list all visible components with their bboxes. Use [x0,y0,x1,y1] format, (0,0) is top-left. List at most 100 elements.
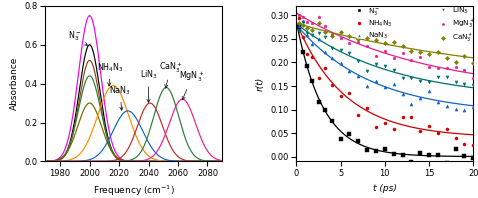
Point [381,121,389,125]
Point [303,65,311,68]
Point [299,20,306,23]
Point [363,149,371,152]
Point [390,153,398,156]
Point [461,83,468,86]
Point [315,37,322,40]
Point [337,62,345,65]
Point [308,56,316,59]
Point [337,138,345,141]
Point [381,50,389,53]
Point [372,126,380,129]
Point [461,55,468,58]
Point [452,81,459,84]
Point [399,93,406,96]
Point [434,101,442,104]
Point [346,69,353,72]
Point [363,85,371,88]
Point [299,15,306,19]
Point [355,75,362,78]
Point [363,106,371,109]
Text: N$_3^-$: N$_3^-$ [67,30,87,45]
Point [303,26,311,30]
Point [372,39,380,42]
Point [461,154,468,157]
Point [299,21,306,24]
Point [469,106,477,109]
Point [337,94,345,97]
Point [346,91,353,95]
Text: MgN$_3^+$: MgN$_3^+$ [179,70,205,100]
Point [416,151,424,154]
X-axis label: Frequency (cm$^{-1}$): Frequency (cm$^{-1}$) [93,184,174,198]
Point [425,52,433,55]
Point [303,52,311,55]
Point [461,142,468,145]
Y-axis label: r(t): r(t) [256,77,265,91]
Point [425,65,433,69]
Point [434,131,442,134]
Point [443,128,451,131]
Text: CaN$_3^+$: CaN$_3^+$ [159,60,183,88]
Point [355,113,362,117]
Point [399,51,406,55]
Point [452,65,459,68]
Point [321,24,328,27]
Point [425,80,433,84]
Point [328,46,336,50]
Point [328,32,336,35]
Point [390,69,398,72]
Y-axis label: Absorbance: Absorbance [10,57,19,110]
Point [308,21,316,24]
Text: NH$_4$N$_3$: NH$_4$N$_3$ [97,61,124,86]
Point [355,41,362,44]
Point [337,31,345,34]
Text: LiN$_3$: LiN$_3$ [140,69,158,102]
Point [372,149,380,152]
Point [469,83,477,87]
Point [381,64,389,67]
Point [299,51,306,54]
Point [434,51,442,54]
Point [408,59,415,62]
Point [295,25,303,28]
Point [315,21,322,24]
Point [416,80,424,83]
Point [315,100,322,103]
Point [303,20,311,24]
Point [399,154,406,157]
Point [328,56,336,59]
Point [452,61,459,64]
Point [299,23,306,27]
Point [469,143,477,147]
Point [434,75,442,78]
Point [355,37,362,41]
Point [346,35,353,38]
Point [416,129,424,132]
Point [443,66,451,69]
Point [416,55,424,58]
Point [452,147,459,150]
Point [328,34,336,37]
Point [399,115,406,118]
Point [363,69,371,72]
Point [408,115,415,119]
Point [363,44,371,47]
Point [461,108,468,111]
X-axis label: t (ps): t (ps) [373,184,397,193]
Point [308,33,316,36]
Point [346,51,353,54]
Point [346,42,353,45]
Point [321,35,328,38]
Point [295,13,303,16]
Point [390,40,398,44]
Point [321,66,328,69]
Point [416,50,424,53]
Point [390,128,398,131]
Point [372,54,380,57]
Point [303,31,311,34]
Point [443,105,451,108]
Point [372,79,380,82]
Point [452,108,459,111]
Point [425,89,433,92]
Point [390,56,398,60]
